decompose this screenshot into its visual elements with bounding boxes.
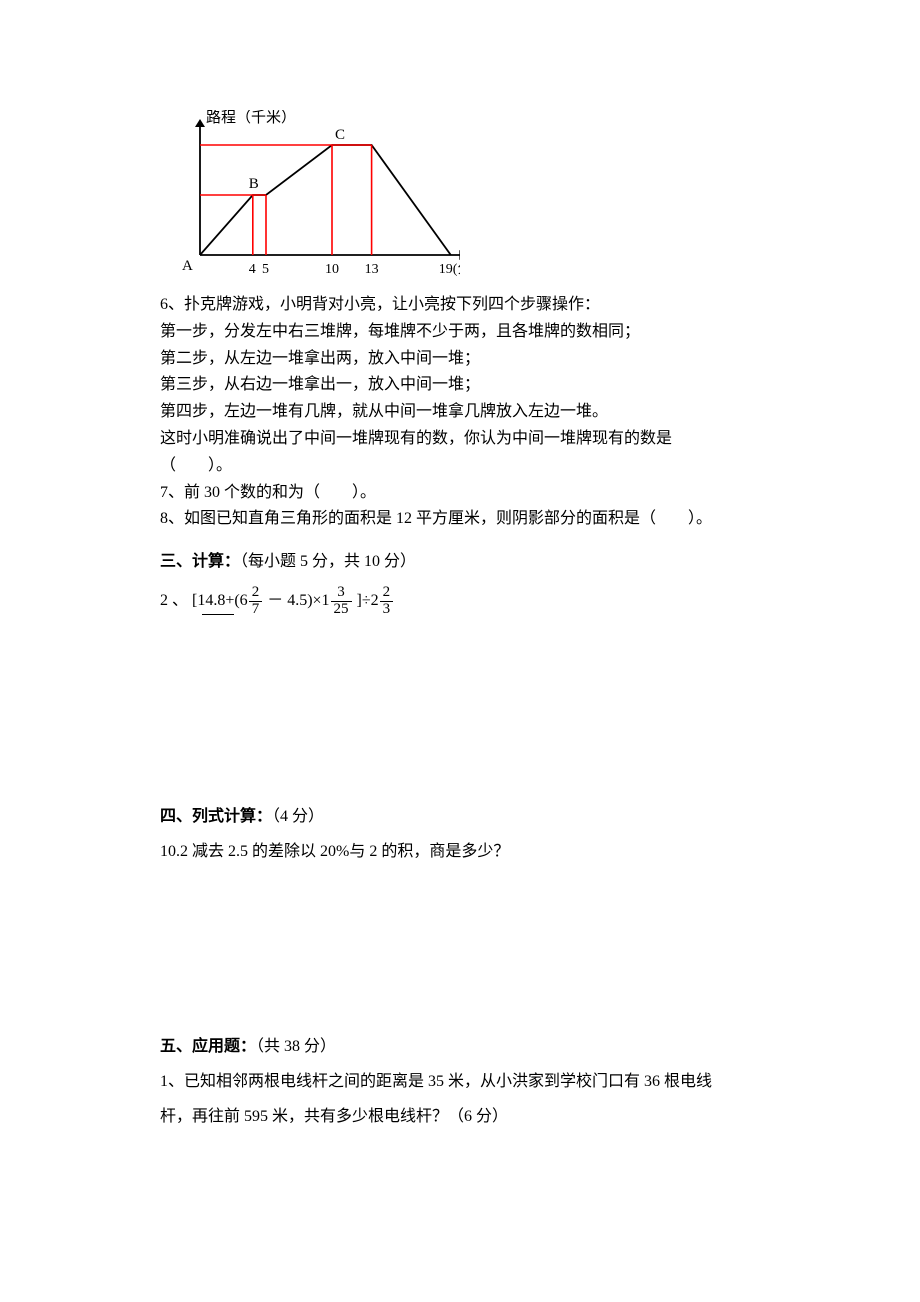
- svg-text:13: 13: [365, 262, 379, 277]
- svg-text:路程（千米）: 路程（千米）: [206, 110, 296, 126]
- section5-heading-rest: （共 38 分）: [256, 1038, 336, 1055]
- svg-text:A: A: [182, 258, 193, 274]
- section4-heading: 四、列式计算：（4 分）: [160, 805, 760, 830]
- section5-heading-bold: 五、应用题：: [160, 1038, 256, 1055]
- section5-q1-line2: 杆，再往前 595 米，共有多少根电线杆？（6 分）: [160, 1105, 760, 1130]
- section3-heading-bold: 三、计算：: [160, 553, 240, 570]
- q6-line6: 这时小明准确说出了中间一堆牌现有的数，你认为中间一堆牌现有的数是: [160, 427, 760, 452]
- section4-heading-rest: （4 分）: [272, 808, 324, 825]
- section3-heading-rest: （每小题 5 分，共 10 分）: [240, 553, 416, 570]
- section3-heading: 三、计算：（每小题 5 分，共 10 分）: [160, 550, 760, 575]
- section5-heading: 五、应用题：（共 38 分）: [160, 1035, 760, 1060]
- svg-text:B: B: [249, 176, 259, 192]
- q7: 7、前 30 个数的和为（ ）。: [160, 481, 760, 506]
- q6-line4: 第三步，从右边一堆拿出一，放入中间一堆；: [160, 373, 760, 398]
- q6-line2: 第一步，分发左中右三堆牌，每堆牌不少于两，且各堆牌的数相同；: [160, 320, 760, 345]
- section5-q1-line1: 1、已知相邻两根电线杆之间的距离是 35 米，从小洪家到学校门口有 36 根电线: [160, 1070, 760, 1095]
- section4-heading-bold: 四、列式计算：: [160, 808, 272, 825]
- q6-line5: 第四步，左边一堆有几牌，就从中间一堆拿几牌放入左边一堆。: [160, 400, 760, 425]
- spacer-3: [160, 1131, 760, 1171]
- eq-mid1: － 4.5)×1: [263, 592, 329, 609]
- figure-distance-chart: 路程（千米） A B C 45 10 13 19(分): [160, 110, 760, 285]
- chart-svg: 路程（千米） A B C 45 10 13 19(分): [160, 110, 460, 285]
- svg-text:4: 4: [249, 262, 256, 277]
- q6-line3: 第二步，从左边一堆拿出两，放入中间一堆；: [160, 347, 760, 372]
- section4-q: 10.2 减去 2.5 的差除以 20%与 2 的积，商是多少？: [160, 840, 760, 865]
- eq-frac1: 27: [249, 585, 263, 618]
- svg-text:19(分): 19(分): [439, 261, 460, 277]
- eq-frac3: 23: [380, 585, 394, 618]
- eq-lead: 2 、 [14.8+(6: [160, 592, 248, 609]
- q6-line7: （ ）。: [160, 454, 760, 479]
- svg-text:C: C: [335, 127, 345, 143]
- eq-mid2: ]÷2: [353, 592, 379, 609]
- q8: 8、如图已知直角三角形的面积是 12 平方厘米，则阴影部分的面积是（ ）。: [160, 507, 760, 532]
- spacer-2: [160, 867, 760, 1017]
- equation-block: 2 、 [14.8+(6 27 － 4.5)×1325 ]÷223: [160, 585, 760, 618]
- spacer-1: [160, 617, 760, 787]
- eq-frac2: 325: [331, 585, 352, 618]
- svg-text:10: 10: [325, 262, 339, 277]
- q6-line1: 6、扑克牌游戏，小明背对小亮，让小亮按下列四个步骤操作：: [160, 293, 760, 318]
- svg-text:5: 5: [262, 262, 269, 277]
